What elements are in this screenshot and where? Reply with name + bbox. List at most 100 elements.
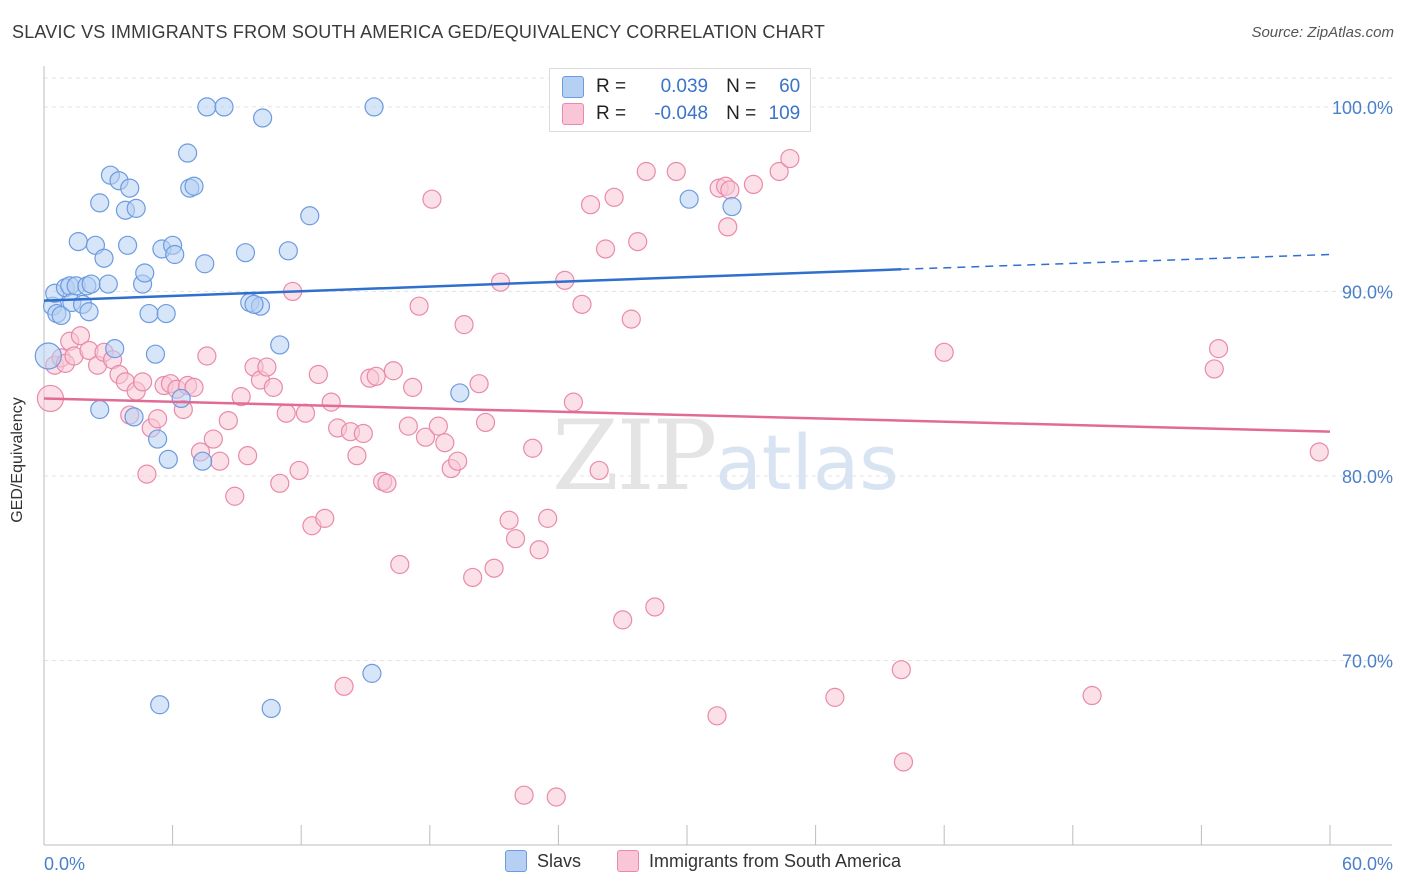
n-label: N = bbox=[726, 103, 757, 124]
y-tick-label: 80.0% bbox=[1342, 467, 1393, 487]
immigrants-point bbox=[353, 423, 373, 444]
immigrants-point bbox=[308, 364, 328, 385]
legend-label-slavs: Slavs bbox=[536, 850, 581, 871]
immigrants-point bbox=[743, 174, 764, 195]
immigrants-point bbox=[523, 438, 543, 458]
immigrants-point bbox=[891, 660, 911, 680]
slavs-swatch bbox=[504, 850, 527, 872]
immigrants-point bbox=[563, 392, 584, 412]
immigrants-swatch bbox=[616, 850, 639, 872]
immigrants-point bbox=[934, 342, 954, 362]
immigrants-point bbox=[270, 473, 290, 493]
slavs-point bbox=[124, 407, 144, 427]
immigrants-point bbox=[263, 377, 283, 397]
immigrants-point bbox=[595, 239, 616, 259]
slavs-point bbox=[145, 344, 166, 364]
immigrants-point bbox=[137, 464, 157, 484]
immigrants-point bbox=[334, 676, 354, 696]
immigrants-point bbox=[589, 460, 609, 481]
slavs-point bbox=[722, 196, 742, 217]
immigrants-point bbox=[769, 161, 789, 182]
y-tick-label: 100.0% bbox=[1332, 98, 1393, 118]
slavs-point bbox=[34, 342, 62, 370]
immigrants-point bbox=[604, 187, 624, 207]
immigrants-swatch bbox=[562, 103, 584, 125]
slavs-point bbox=[278, 241, 298, 261]
immigrants-point bbox=[257, 357, 277, 377]
immigrants-point bbox=[218, 410, 238, 431]
slavs-point bbox=[362, 663, 382, 683]
immigrants-point bbox=[1208, 339, 1229, 359]
immigrants-point bbox=[613, 610, 633, 630]
immigrants-point bbox=[435, 433, 455, 453]
immigrants-point bbox=[315, 508, 335, 528]
immigrants-point bbox=[572, 294, 592, 314]
slavs-point bbox=[51, 305, 71, 326]
slavs-point bbox=[68, 232, 88, 252]
slavs-point bbox=[270, 335, 290, 355]
immigrants-point bbox=[415, 427, 436, 447]
immigrants-point bbox=[184, 377, 204, 397]
immigrants-point bbox=[490, 272, 511, 292]
n-value: 109 bbox=[768, 103, 801, 124]
slavs-point bbox=[105, 339, 125, 359]
slavs-point bbox=[94, 248, 114, 268]
slavs-point bbox=[364, 97, 384, 117]
slavs-point bbox=[171, 388, 191, 409]
immigrants-trend-line bbox=[43, 397, 1331, 433]
stats-row-immigrants: R = -0.048 N = 109 bbox=[562, 101, 800, 127]
axis-layer bbox=[43, 66, 1392, 846]
immigrants-point bbox=[546, 787, 566, 807]
immigrants-point bbox=[383, 361, 403, 381]
immigrants-point bbox=[210, 451, 230, 471]
stats-row-slavs: R = 0.039 N = 60 bbox=[562, 74, 800, 100]
immigrants-point bbox=[1082, 685, 1102, 706]
legend-label-immigrants: Immigrants from South America bbox=[648, 850, 902, 871]
immigrants-point bbox=[628, 232, 648, 252]
legend-item-slavs[interactable]: Slavs bbox=[504, 850, 581, 872]
slavs-point bbox=[261, 698, 281, 719]
immigrants-point bbox=[225, 486, 245, 506]
slavs-point bbox=[235, 243, 256, 263]
slavs-point bbox=[244, 294, 264, 314]
slavs-swatch bbox=[562, 76, 584, 98]
slavs-point bbox=[165, 244, 185, 265]
slavs-point bbox=[79, 302, 99, 322]
legend-item-immigrants[interactable]: Immigrants from South America bbox=[616, 850, 902, 872]
immigrants-point bbox=[238, 446, 258, 466]
slavs-point bbox=[178, 143, 198, 163]
stats-box: R = 0.039 N = 60 R = -0.048 N = 109 bbox=[549, 68, 811, 132]
slavs-point bbox=[150, 695, 170, 715]
x-tick-label: 0.0% bbox=[44, 854, 85, 874]
slavs-point bbox=[197, 97, 217, 117]
immigrants-point bbox=[529, 540, 549, 560]
chart-title: SLAVIC VS IMMIGRANTS FROM SOUTH AMERICA … bbox=[12, 22, 826, 42]
immigrants-point bbox=[147, 409, 168, 429]
immigrants-point bbox=[289, 460, 309, 481]
slavs-point bbox=[135, 263, 155, 283]
slavs-point bbox=[98, 274, 118, 294]
immigrants-point bbox=[463, 567, 483, 588]
slavs-point bbox=[193, 451, 213, 471]
immigrants-point bbox=[718, 217, 738, 237]
slavs-trend-extension bbox=[901, 253, 1331, 271]
y-tick-label: 70.0% bbox=[1342, 651, 1393, 671]
immigrants-point bbox=[448, 451, 468, 471]
slavs-point bbox=[184, 176, 204, 196]
legend: Slavs Immigrants from South America bbox=[0, 850, 1406, 872]
slavs-point bbox=[126, 198, 146, 218]
immigrants-point bbox=[321, 392, 341, 412]
y-tick-label: 90.0% bbox=[1342, 282, 1393, 302]
r-value: 0.039 bbox=[660, 76, 709, 97]
slavs-point bbox=[679, 189, 699, 209]
slavs-point bbox=[253, 108, 273, 128]
immigrants-point bbox=[231, 387, 251, 407]
immigrants-point bbox=[484, 558, 504, 578]
immigrants-point bbox=[70, 326, 91, 346]
immigrants-point bbox=[636, 161, 656, 182]
series-immigrants-points bbox=[36, 148, 1329, 807]
immigrants-point bbox=[780, 148, 800, 169]
slavs-point bbox=[117, 235, 138, 255]
trend-lines bbox=[43, 253, 1331, 433]
